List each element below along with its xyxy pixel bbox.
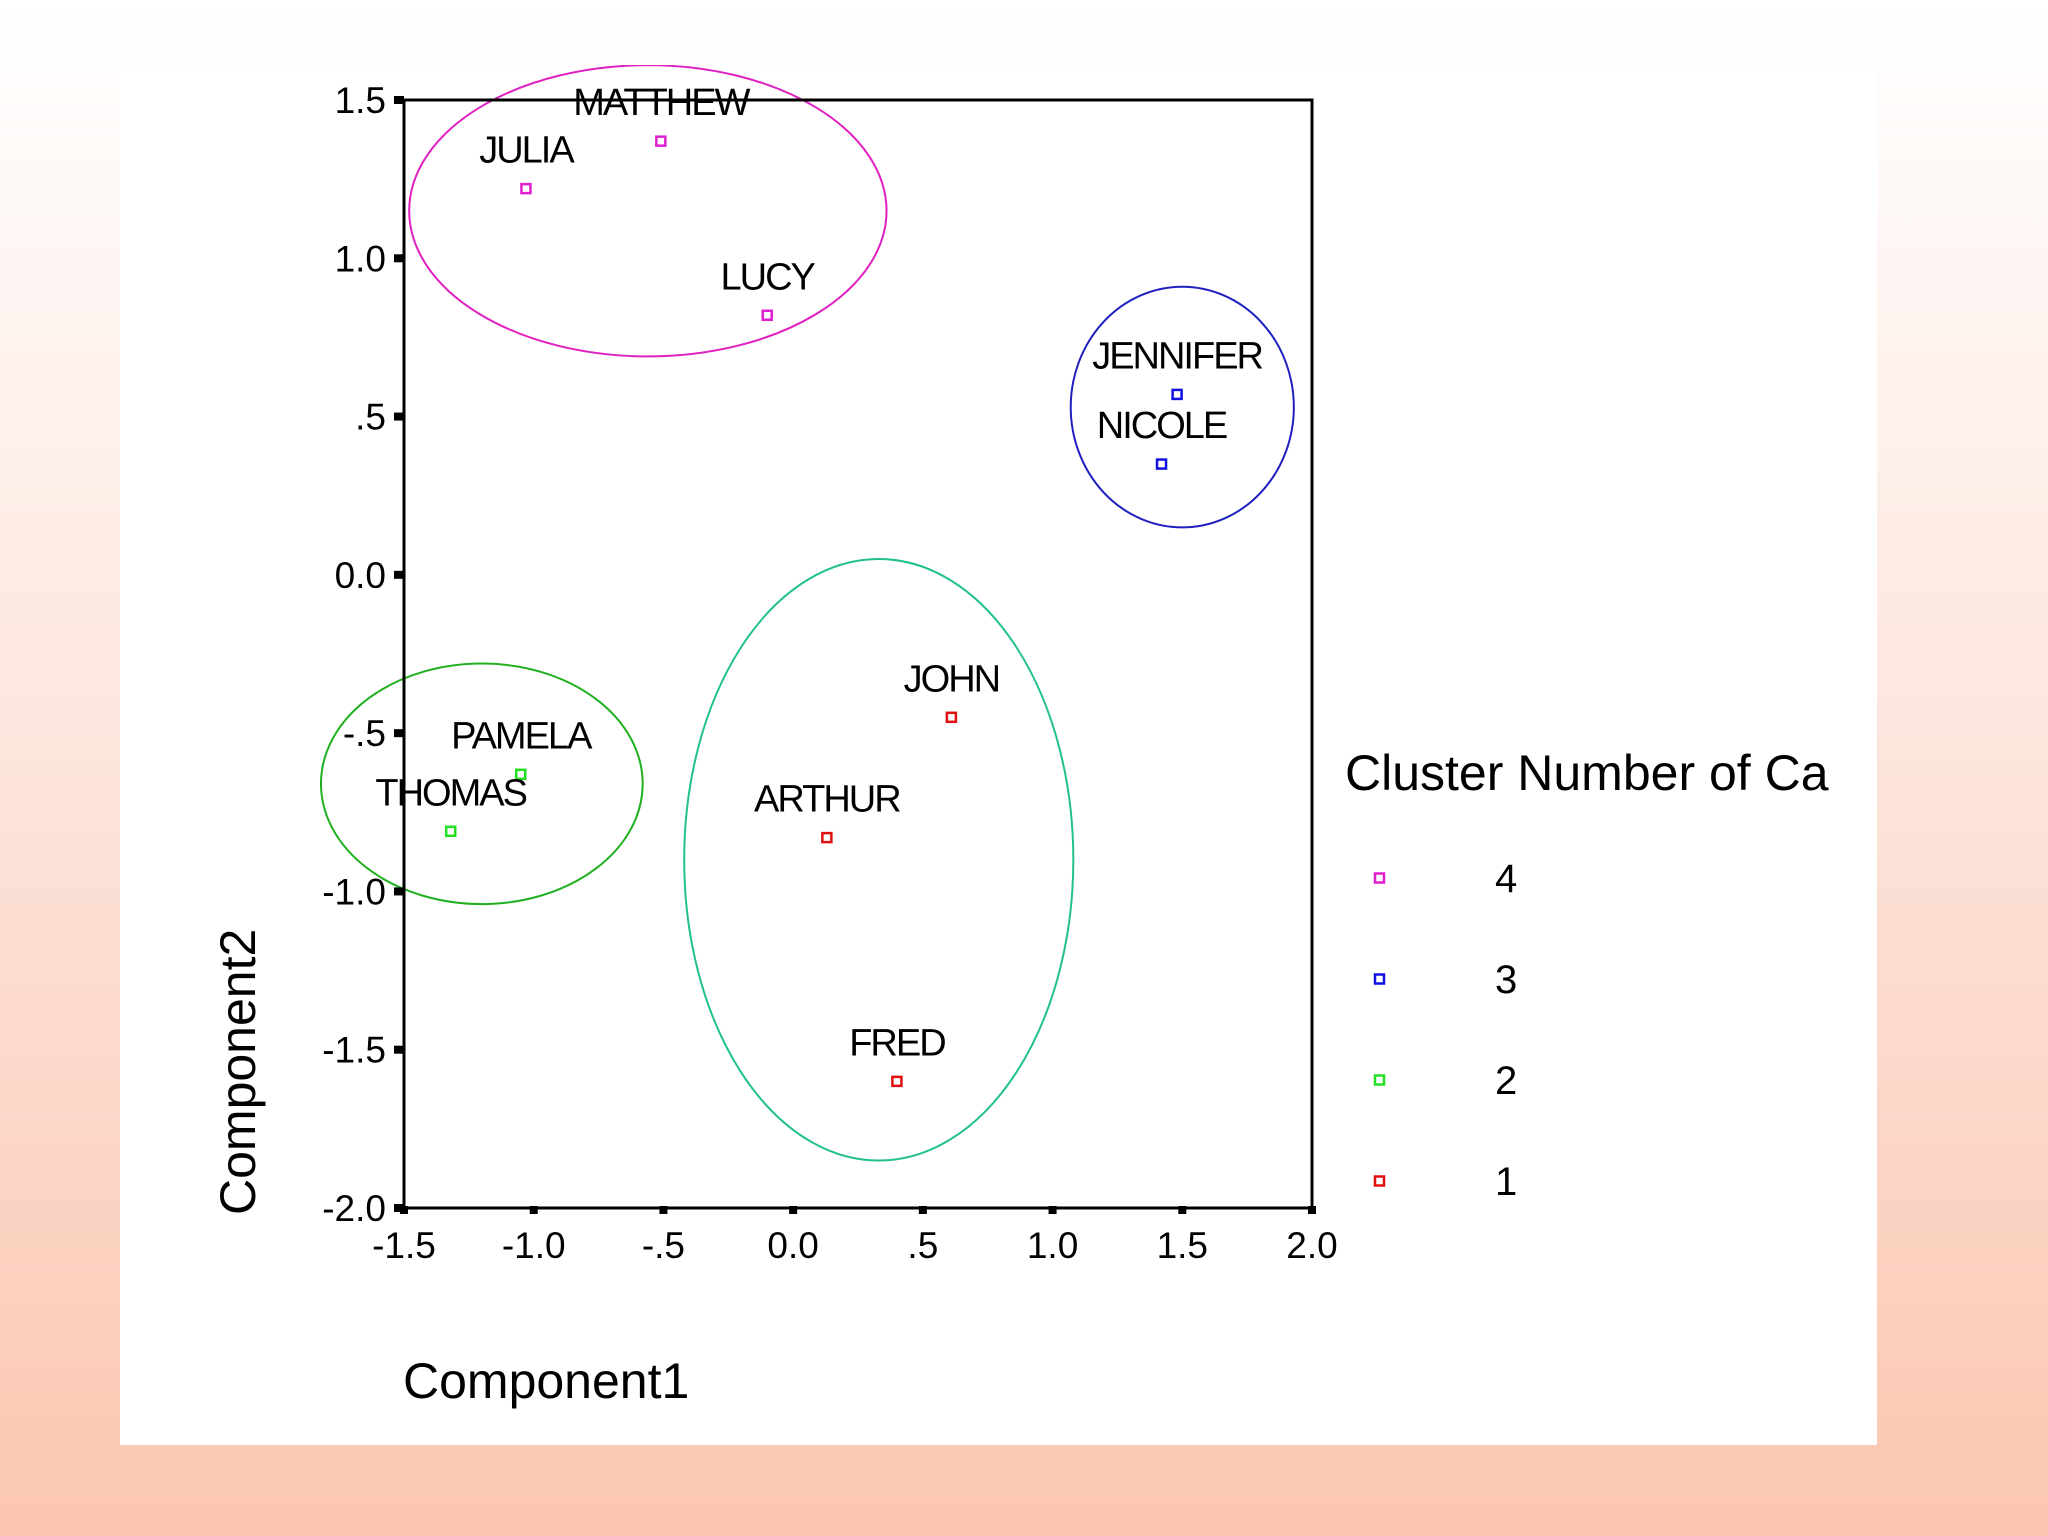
data-point-label: NICOLE xyxy=(1097,405,1227,447)
y-tick-label: -1.0 xyxy=(322,871,386,912)
legend-marker xyxy=(1373,973,1386,985)
cluster-ellipse xyxy=(1069,285,1295,529)
x-tick-label: -1.0 xyxy=(502,1225,566,1266)
cluster-ellipses xyxy=(319,65,1295,1162)
x-axis-title: Component1 xyxy=(403,1353,689,1409)
x-tick-label: 0.0 xyxy=(767,1225,818,1266)
y-tick-label: 1.5 xyxy=(335,80,386,121)
data-point-label: PAMELA xyxy=(451,715,593,757)
data-point-marker xyxy=(514,768,527,781)
data-point-marker xyxy=(761,309,773,322)
data-point-label: ARTHUR xyxy=(754,779,900,821)
data-point-marker xyxy=(1171,388,1183,401)
x-tick-label: .5 xyxy=(907,1225,938,1266)
legend-marker xyxy=(1373,1175,1386,1187)
x-tick-mark xyxy=(789,1206,798,1214)
chart-panel: -1.5 -1.0 -.5 0.0 .5 1.0 1.5 2.0 1.5 1.0 .5 0.0 -.5… xyxy=(120,65,1877,1445)
data-point-marker xyxy=(821,831,833,844)
data-point-marker xyxy=(891,1075,903,1088)
cluster-ellipse xyxy=(408,65,888,358)
data-point-marker xyxy=(444,825,457,838)
data-point-label: LUCY xyxy=(721,256,816,298)
data-point-label: FRED xyxy=(849,1022,945,1064)
y-tick-label: 1.0 xyxy=(335,238,386,279)
legend: 4 3 2 1 xyxy=(1373,857,1517,1204)
x-tick-mark xyxy=(918,1206,927,1214)
y-tick-mark xyxy=(394,254,404,263)
y-tick-mark xyxy=(394,570,404,579)
y-tick-mark xyxy=(394,887,404,896)
legend-label: 3 xyxy=(1495,958,1517,1002)
y-tick-label: -1.5 xyxy=(322,1030,386,1071)
data-point-label: JENNIFER xyxy=(1092,335,1262,377)
x-tick-mark xyxy=(529,1206,538,1214)
y-tick-label: -.5 xyxy=(343,713,386,754)
x-tick-mark xyxy=(1048,1206,1057,1214)
data-point-label: JULIA xyxy=(479,130,575,172)
data-points: MATTHEW JULIA LUCY JENNIFER NICOLE PAMELA THOM… xyxy=(375,82,1265,1088)
data-point-marker xyxy=(945,711,958,724)
y-tick-label: 0.0 xyxy=(335,555,386,596)
data-point-marker xyxy=(1155,458,1168,470)
scatter-chart: -1.5 -1.0 -.5 0.0 .5 1.0 1.5 2.0 1.5 1.0 .5 0.0 -.5… xyxy=(210,65,1829,1409)
y-tick-label: .5 xyxy=(355,397,386,438)
y-tick-label: -2.0 xyxy=(322,1188,386,1229)
legend-marker xyxy=(1373,1074,1386,1086)
x-tick-mark xyxy=(1308,1206,1316,1214)
legend-label: 4 xyxy=(1495,857,1517,901)
y-tick-mark xyxy=(394,729,404,738)
legend-label: 2 xyxy=(1495,1059,1517,1103)
y-tick-mark xyxy=(394,412,404,421)
x-axis-ticks: -1.5 -1.0 -.5 0.0 .5 1.0 1.5 2.0 xyxy=(372,1206,1338,1266)
data-point-marker xyxy=(655,135,667,147)
y-axis-ticks: 1.5 1.0 .5 0.0 -.5 -1.0 -1.5 -2.0 xyxy=(322,80,404,1229)
legend-label: 1 xyxy=(1495,1160,1517,1204)
plot-frame xyxy=(402,98,1314,1210)
y-tick-mark xyxy=(394,1045,404,1054)
cluster-ellipse xyxy=(319,662,644,906)
x-tick-label: 1.0 xyxy=(1027,1225,1078,1266)
y-axis-title: Component2 xyxy=(210,929,266,1215)
x-tick-mark xyxy=(1178,1206,1187,1214)
legend-title: Cluster Number of Ca xyxy=(1345,745,1829,801)
legend-marker xyxy=(1373,872,1386,884)
y-tick-mark xyxy=(394,96,404,104)
y-tick-mark xyxy=(394,1204,404,1212)
data-point-label: THOMAS xyxy=(375,772,526,814)
data-point-label: MATTHEW xyxy=(573,82,750,124)
x-tick-label: -1.5 xyxy=(372,1225,436,1266)
cluster-ellipse xyxy=(683,558,1075,1162)
data-point-marker xyxy=(520,182,532,195)
x-tick-label: 2.0 xyxy=(1286,1225,1337,1266)
x-tick-mark xyxy=(659,1206,668,1214)
x-tick-label: -.5 xyxy=(642,1225,685,1266)
data-point-label: JOHN xyxy=(904,658,999,700)
x-tick-label: 1.5 xyxy=(1157,1225,1208,1266)
